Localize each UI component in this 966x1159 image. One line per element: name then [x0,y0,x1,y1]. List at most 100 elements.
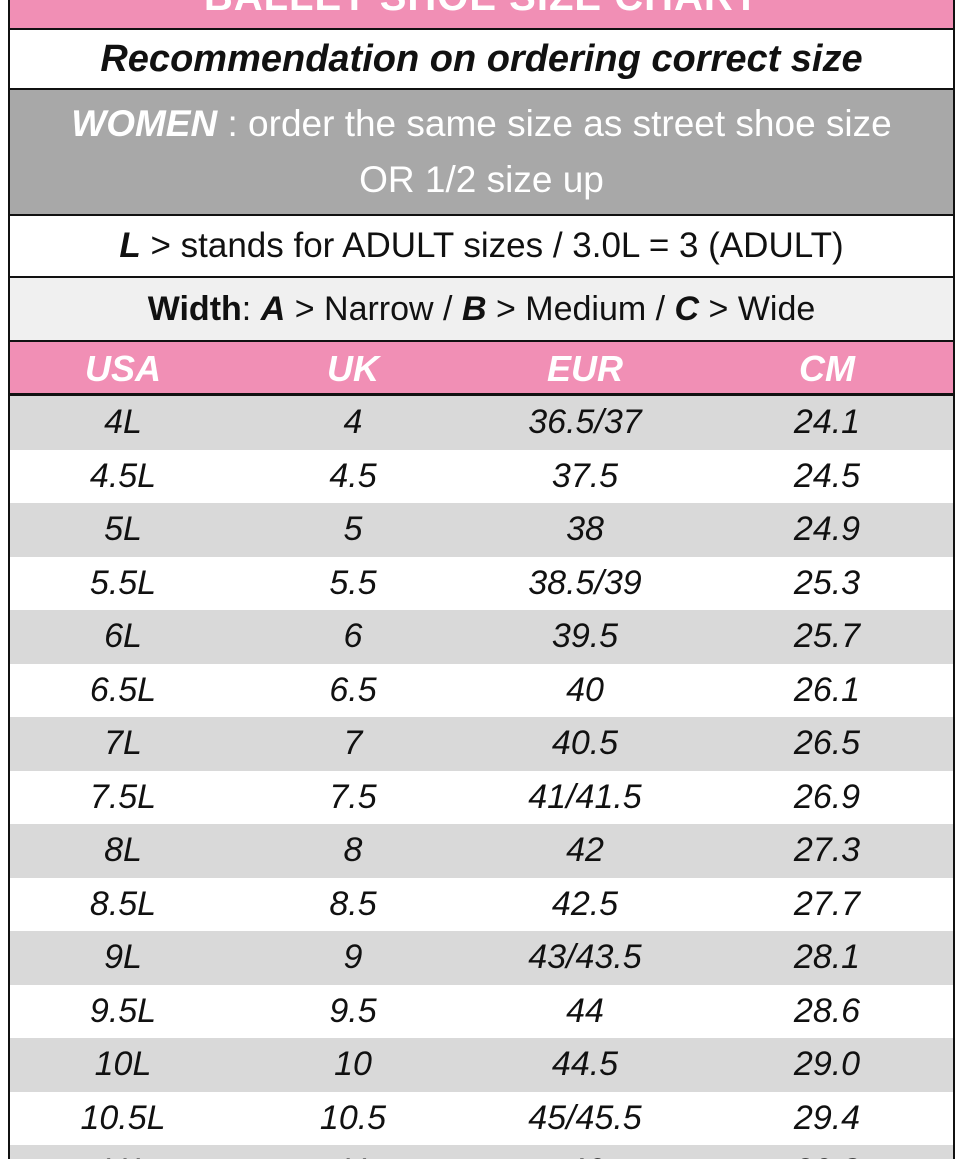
eur-cell: 43/43.5 [528,938,642,976]
cm-cell: 28.1 [793,938,861,976]
women-line1: : order the same size as street shoe siz… [217,103,892,144]
table-row: 8L 8 42 27.3 [10,824,953,878]
adult-note-body: > stands for ADULT sizes / 3.0L = 3 (ADU… [140,226,844,265]
usa-cell: 7L [104,724,142,762]
cm-cell: 29.4 [793,1098,861,1137]
uk-cell: 4.5 [329,456,377,495]
cm-cell: 25.3 [793,563,861,602]
cm-cell: 26.9 [793,777,861,816]
uk-cell: 5 [343,510,363,548]
table-row: 7.5L 7.5 41/41.5 26.9 [10,771,953,825]
table-row: 5.5L 5.5 38.5/39 25.3 [10,557,953,611]
usa-cell: 5.5L [89,563,157,602]
table-header-row: USA UK EUR CM [10,342,953,396]
usa-cell: 8.5L [89,884,157,923]
eur-cell: 42.5 [551,884,619,923]
table-row: 9.5L 9.5 44 28.6 [10,985,953,1039]
width-colon: : [241,289,261,328]
table-row: 10.5L 10.5 45/45.5 29.4 [10,1092,953,1146]
uk-cell: 8.5 [329,884,377,923]
width-c-text: > Wide [699,289,816,328]
uk-cell: 4 [343,403,363,441]
adult-size-note: L > stands for ADULT sizes / 3.0L = 3 (A… [10,216,953,278]
eur-cell: 40 [566,670,604,709]
uk-cell: 6 [343,617,363,655]
uk-cell: 7 [343,724,363,762]
table-row: 9L 9 43/43.5 28.1 [10,931,953,985]
eur-cell: 39.5 [551,617,619,655]
eur-cell: 41/41.5 [528,777,642,816]
cm-cell: 29.0 [793,1045,861,1083]
usa-cell: 9.5L [89,991,157,1030]
eur-cell: 38.5/39 [528,563,642,602]
adult-note-text: L > stands for ADULT sizes / 3.0L = 3 (A… [119,226,843,266]
women-line2: OR 1/2 size up [359,159,604,200]
cm-cell: 26.1 [793,670,861,709]
width-label: Width [147,289,242,328]
eur-cell: 42 [566,831,604,869]
recommendation-banner: Recommendation on ordering correct size [10,30,953,90]
table-row: 6L 6 39.5 25.7 [10,610,953,664]
usa-cell: 10L [94,1045,152,1083]
adult-label: L [119,226,141,265]
uk-cell: 11 [253,1145,453,1159]
cm-cell: 24.1 [793,403,861,441]
chart-title: BALLET SHOE SIZE CHART [10,0,953,30]
usa-cell: 8L [104,831,142,869]
width-c-label: C [674,289,700,328]
usa-cell: 4.5L [89,456,157,495]
width-legend: Width: A > Narrow / B > Medium / C > Wid… [10,278,953,342]
chart-title-text: BALLET SHOE SIZE CHART [204,0,759,20]
width-legend-text: Width: A > Narrow / B > Medium / C > Wid… [148,290,816,329]
header-cm: CM [799,348,855,389]
cm-cell: 27.3 [793,831,861,869]
cm-cell: 25.7 [793,617,861,655]
cm-cell: 26.5 [793,724,861,762]
eur-cell: 46 [485,1145,685,1159]
uk-cell: 9.5 [329,991,377,1030]
eur-cell: 44.5 [551,1045,619,1083]
table-row: 11L 11 46 29.8 [10,1145,953,1159]
table-row: 5L 5 38 24.9 [10,503,953,557]
usa-cell: 6.5L [89,670,157,709]
width-a-label: A [260,289,286,328]
eur-cell: 45/45.5 [528,1098,642,1137]
usa-cell: 4L [104,403,142,441]
usa-cell: 7.5L [89,777,157,816]
women-sizing-note: WOMEN : order the same size as street sh… [10,90,953,216]
table-row: 6.5L 6.5 40 26.1 [10,664,953,718]
width-b-label: B [461,289,487,328]
eur-cell: 38 [566,510,604,548]
eur-cell: 36.5/37 [528,403,642,441]
size-chart-sheet: BALLET SHOE SIZE CHART Recommendation on… [8,0,955,1159]
cm-cell: 29.8 [727,1145,927,1159]
cm-cell: 24.9 [793,510,861,548]
women-note-text: WOMEN : order the same size as street sh… [71,96,891,208]
table-row: 4.5L 4.5 37.5 24.5 [10,450,953,504]
usa-cell: 9L [104,938,142,976]
usa-cell: 6L [104,617,142,655]
size-table-body: 4L 4 36.5/37 24.1 4.5L 4.5 37.5 24.5 5L … [10,396,953,1159]
uk-cell: 5.5 [329,563,377,602]
header-usa: USA [84,348,161,389]
width-b-text: > Medium / [486,289,675,328]
table-row: 4L 4 36.5/37 24.1 [10,396,953,450]
width-a-text: > Narrow / [285,289,462,328]
women-label: WOMEN [71,103,218,144]
uk-cell: 9 [343,938,363,976]
uk-cell: 7.5 [329,777,377,816]
table-row: 8.5L 8.5 42.5 27.7 [10,878,953,932]
header-uk: UK [327,348,379,389]
uk-cell: 6.5 [329,670,377,709]
uk-cell: 8 [343,831,363,869]
usa-cell: 5L [104,510,142,548]
eur-cell: 44 [566,991,604,1030]
uk-cell: 10 [334,1045,372,1083]
table-row: 7L 7 40.5 26.5 [10,717,953,771]
usa-cell: 10.5L [80,1098,166,1137]
header-eur: EUR [546,348,623,389]
cm-cell: 28.6 [793,991,861,1030]
usa-cell: 11L [23,1145,223,1159]
cm-cell: 24.5 [793,456,861,495]
table-row: 10L 10 44.5 29.0 [10,1038,953,1092]
